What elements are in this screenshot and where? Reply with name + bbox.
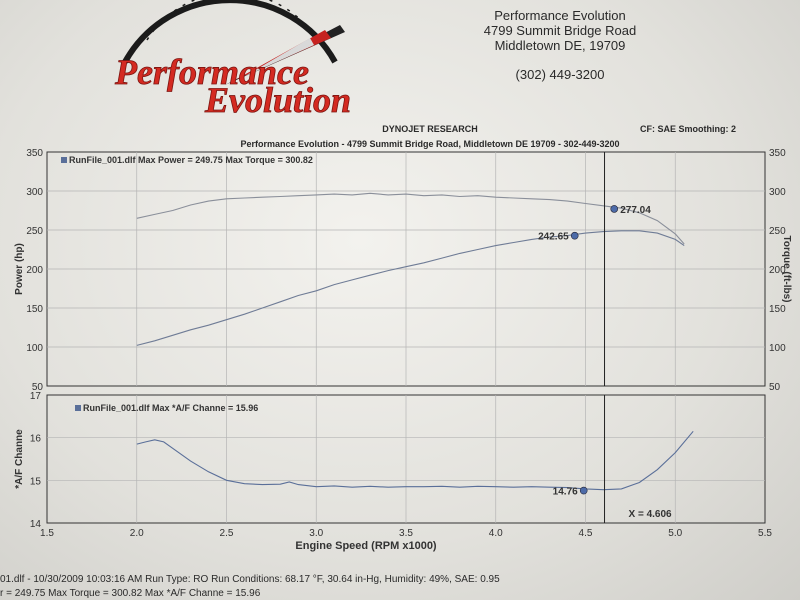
peak-label: 277.04 <box>620 205 651 216</box>
af-line <box>136 430 694 491</box>
torque-line <box>136 192 685 245</box>
af-tick-label: 15 <box>30 476 42 487</box>
af-marker-label: 14.76 <box>553 487 578 498</box>
power-line <box>136 230 685 346</box>
legend-swatch <box>75 405 81 411</box>
af-tick-label: 16 <box>30 434 42 445</box>
torque-tick-label: 50 <box>769 382 781 393</box>
peak-marker <box>610 205 619 213</box>
torque-tick-label: 200 <box>769 265 786 276</box>
torque-tick-label: 250 <box>769 226 786 237</box>
shop-address: Performance Evolution 4799 Summit Bridge… <box>440 8 680 82</box>
correction-settings: CF: SAE Smoothing: 2 <box>640 124 736 134</box>
x-tick-label: 5.5 <box>758 528 772 539</box>
x-tick-label: 4.5 <box>579 528 593 539</box>
logo-word-1: Performance <box>114 52 309 92</box>
x-axis-label: Engine Speed (RPM x1000) <box>295 540 437 552</box>
x-tick-label: 3.0 <box>309 528 323 539</box>
run-info: 01.dlf - 10/30/2009 10:03:16 AM Run Type… <box>0 574 500 585</box>
af-marker <box>579 486 588 495</box>
torque-tick-label: 300 <box>769 187 786 198</box>
x-tick-label: 2.0 <box>130 528 144 539</box>
legend-swatch <box>61 157 67 163</box>
torque-axis-label: Torque (ft-lbs) <box>781 235 792 302</box>
x-tick-label: 2.5 <box>220 528 234 539</box>
phone: (302) 449-3200 <box>515 67 605 82</box>
cursor-label: X = 4.606 <box>629 509 673 520</box>
x-tick-label: 4.0 <box>489 528 503 539</box>
x-tick-label: 3.5 <box>399 528 413 539</box>
power-axis-label: Power (hp) <box>14 243 25 295</box>
top-legend: RunFile_001.dlf Max Power = 249.75 Max T… <box>69 155 313 165</box>
bottom-legend: RunFile_001.dlf Max *A/F Channe = 15.96 <box>83 403 258 413</box>
power-tick-label: 100 <box>26 343 43 354</box>
power-tick-label: 50 <box>32 382 44 393</box>
report-title: DYNOJET RESEARCH <box>382 124 478 134</box>
logo: Performance Evolution <box>114 0 351 120</box>
af-tick-label: 14 <box>30 519 42 530</box>
run-max-values: r = 249.75 Max Torque = 300.82 Max *A/F … <box>0 588 261 599</box>
power-tick-label: 200 <box>26 265 43 276</box>
power-tick-label: 150 <box>26 304 43 315</box>
power-tick-label: 300 <box>26 187 43 198</box>
logo-word-2: Evolution <box>204 80 351 120</box>
report-subtitle: Performance Evolution - 4799 Summit Brid… <box>240 139 620 149</box>
company-name: Performance Evolution <box>494 8 626 23</box>
af-axis-label: *A/F Channe <box>14 429 25 489</box>
torque-tick-label: 100 <box>769 343 786 354</box>
street: 4799 Summit Bridge Road <box>483 23 637 38</box>
power-tick-label: 350 <box>26 148 43 159</box>
x-tick-label: 1.5 <box>40 528 54 539</box>
torque-tick-label: 150 <box>769 304 786 315</box>
tachometer-icon <box>122 0 345 85</box>
af-tick-label: 17 <box>30 391 42 402</box>
peak-label: 242.65 <box>538 232 569 243</box>
power-tick-label: 250 <box>26 226 43 237</box>
city: Middletown DE, 19709 <box>494 38 626 53</box>
peak-marker <box>570 231 579 240</box>
torque-tick-label: 350 <box>769 148 786 159</box>
x-tick-label: 5.0 <box>668 528 682 539</box>
